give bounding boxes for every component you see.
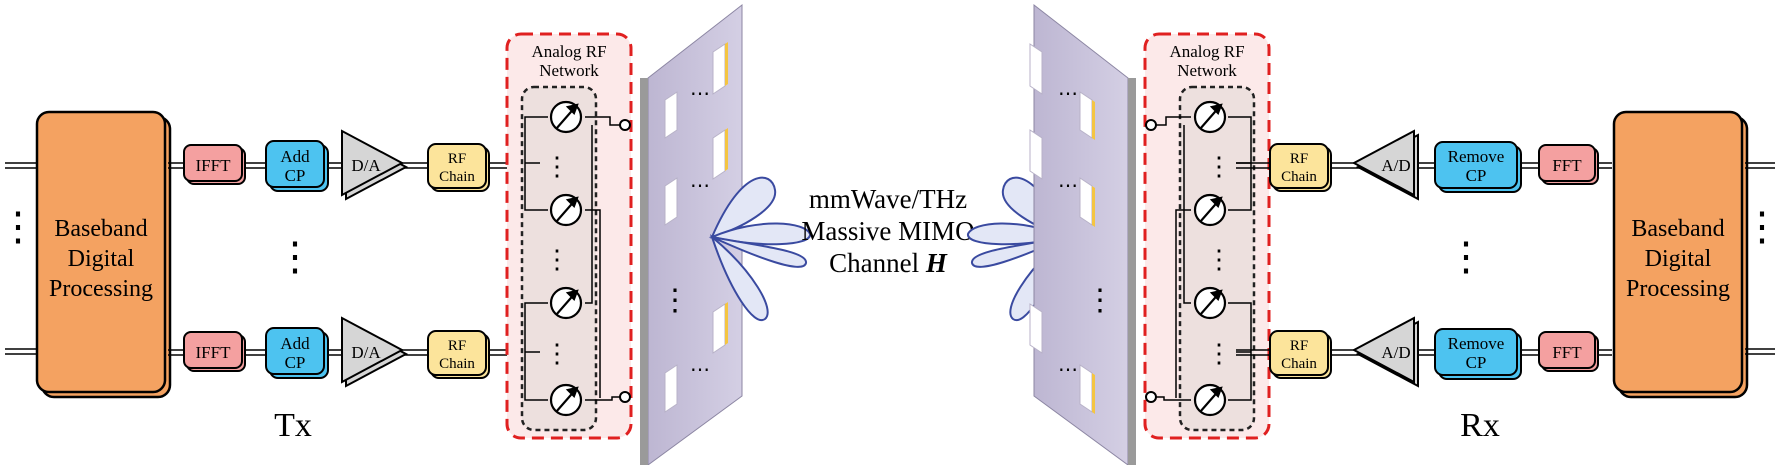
channel-matrix-symbol: H [925,248,948,278]
rx-phase-shifters [1193,100,1227,417]
rx-rfchain-line1: RF [1290,151,1308,167]
rx-chain-dots: ⋮ [1446,234,1486,279]
tx-side: ⋮ Baseband Digital Processing IFFT Add C… [0,3,811,466]
tx-analog-rf-network: Analog RF Network ⋮ ⋮ ⋮ [505,32,633,440]
tx-network-label-2: Network [539,61,599,80]
rx-chain-row-1: RF Chain A/D Remove CP FFT [1269,129,1599,201]
svg-text:⋮: ⋮ [1206,245,1232,274]
tx-addcp-line2: CP [285,166,306,185]
rx-removecp-line1: Remove [1448,147,1505,166]
tx-rfchain-line1-2: RF [448,338,466,354]
rx-rfchain-line2-2: Chain [1281,356,1317,372]
rx-antenna-panel: ⋯ ⋯ ⋮ ⋯ [1029,3,1136,466]
rx-label: Rx [1460,407,1500,444]
svg-text:⋮: ⋮ [660,284,690,317]
tx-baseband-block: Baseband Digital Processing [35,110,172,399]
rx-rfchain-line2: Chain [1281,169,1317,185]
tx-chain-row-1: IFFT Add CP D/A RF Chain [183,129,490,201]
tx-baseband-line2: Digital [68,246,135,272]
tx-beam-lobes [708,176,811,322]
tx-antenna-panel: ⋯ ⋯ ⋮ ⋯ [640,3,743,466]
rx-adc-label-2: A/D [1381,343,1410,362]
tx-network-label-1: Analog RF [531,42,606,61]
channel-line-3: Channel H [829,248,948,278]
svg-text:⋮: ⋮ [1206,339,1232,368]
rx-fft-label: FFT [1552,156,1582,175]
rx-baseband-line3: Processing [1626,276,1730,302]
svg-text:⋮: ⋮ [1085,284,1115,317]
tx-dac-label-2: D/A [351,343,381,362]
rx-network-label-2: Network [1177,61,1237,80]
tx-ifft-label-2: IFFT [196,343,232,362]
rx-baseband-block: Baseband Digital Processing [1612,110,1749,399]
tx-ifft-label: IFFT [196,156,232,175]
tx-rfchain-line1: RF [448,151,466,167]
rx-output-lines [1745,162,1775,355]
channel-line-1: mmWave/THz [809,184,967,214]
tx-addcp-line1-2: Add [280,334,310,353]
svg-text:⋮: ⋮ [1206,152,1232,181]
svg-text:⋮: ⋮ [544,152,570,181]
rx-chain-row-2: RF Chain A/D Remove CP FFT [1269,316,1599,388]
tx-baseband-line1: Baseband [54,216,147,242]
rx-rfchain-line1-2: RF [1290,338,1308,354]
tx-chain-row-2: IFFT Add CP D/A RF Chain [183,316,490,388]
svg-text:⋮: ⋮ [544,339,570,368]
tx-addcp-line2-2: CP [285,353,306,372]
rx-analog-rf-network: Analog RF Network ⋮ ⋮ ⋮ [1143,32,1271,440]
svg-text:⋯: ⋯ [1058,175,1078,197]
tx-phase-shifters [549,100,583,417]
rx-removecp-line2-2: CP [1466,353,1487,372]
tx-input-dots: ⋮ [0,204,38,249]
tx-input-lines [5,162,40,355]
rx-baseband-line2: Digital [1645,246,1712,272]
rx-output-dots: ⋮ [1742,204,1778,249]
rx-side: ⋯ ⋯ ⋮ ⋯ Analog RF Network [967,3,1778,466]
svg-text:⋯: ⋯ [690,175,710,197]
tx-baseband-line3: Processing [49,276,153,302]
tx-rfchain-line2-2: Chain [439,356,475,372]
channel-line-2: Massive MIMO [801,216,974,246]
rx-fft-label-2: FFT [1552,343,1582,362]
tx-dac-label: D/A [351,156,381,175]
svg-text:⋯: ⋯ [690,83,710,105]
svg-text:⋯: ⋯ [690,359,710,381]
rx-baseband-line1: Baseband [1631,216,1724,242]
rx-removecp-line1-2: Remove [1448,334,1505,353]
tx-addcp-line1: Add [280,147,310,166]
svg-text:⋯: ⋯ [1058,359,1078,381]
rx-adc-label: A/D [1381,156,1410,175]
tx-rfchain-line2: Chain [439,169,475,185]
rx-removecp-line2: CP [1466,166,1487,185]
channel-text: mmWave/THz Massive MIMO Channel H [801,184,974,278]
svg-text:⋮: ⋮ [544,245,570,274]
svg-text:⋯: ⋯ [1058,83,1078,105]
tx-label: Tx [274,407,312,444]
tx-chain-dots: ⋮ [275,234,315,279]
channel-line-3-prefix: Channel [829,248,926,278]
rx-network-label-1: Analog RF [1169,42,1244,61]
